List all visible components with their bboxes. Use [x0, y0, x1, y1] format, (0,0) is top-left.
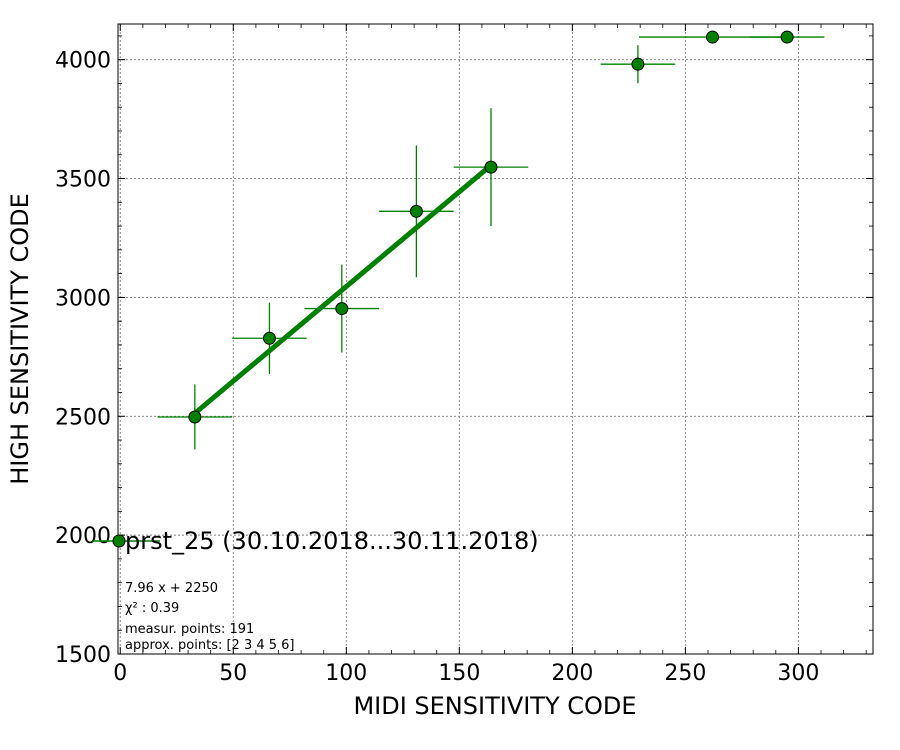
y-tick-label: 3000: [55, 286, 111, 311]
point-layer: [188, 30, 794, 424]
data-point: [262, 331, 276, 345]
chi-square: χ² : 0.39: [125, 601, 179, 616]
plot-background: [118, 24, 873, 654]
ticks: [118, 24, 873, 655]
fit-line: [193, 163, 493, 416]
data-point: [188, 410, 202, 424]
approx-points: approx. points: [2 3 4 5 6]: [125, 638, 295, 653]
y-tick-label: 2500: [55, 405, 111, 430]
y-axis-label: HIGH SENSITIVITY CODE: [6, 193, 34, 485]
x-tick-label: 50: [219, 661, 247, 686]
y-tick-label: 3500: [55, 168, 111, 193]
measured-points: measur. points: 191: [125, 622, 254, 637]
x-tick-label: 200: [551, 661, 593, 686]
data-point: [409, 204, 423, 218]
legend-label: prst_25 (30.10.2018...30.11.2018): [125, 527, 539, 555]
plot-frame: [117, 23, 874, 655]
fit-annotation: 7.96 x + 2250 χ² : 0.39 measur. points: …: [125, 581, 295, 653]
legend-marker: [112, 534, 126, 548]
legend: prst_25 (30.10.2018...30.11.2018): [92, 527, 539, 555]
data-point: [631, 57, 645, 71]
x-axis-label: MIDI SENSITIVITY CODE: [353, 692, 636, 720]
y-tick-label: 2000: [55, 524, 111, 549]
data-point: [780, 30, 794, 44]
fit-layer: [193, 163, 493, 416]
data-point: [484, 160, 498, 174]
data-point: [335, 302, 349, 316]
x-tick-label: 250: [664, 661, 706, 686]
x-tick-label: 300: [777, 661, 819, 686]
x-tick-label: 100: [325, 661, 367, 686]
errorbar-layer: [157, 36, 825, 450]
y-tick-label: 1500: [55, 643, 111, 668]
tick-labels: 0 50 100 150 200 250 300 1500 2000 2500 3000 3500 40…: [55, 49, 819, 686]
y-tick-label: 4000: [55, 49, 111, 74]
x-tick-label: 0: [113, 661, 127, 686]
data-point: [706, 30, 720, 44]
fit-equation: 7.96 x + 2250: [125, 581, 218, 596]
x-tick-label: 150: [438, 661, 480, 686]
